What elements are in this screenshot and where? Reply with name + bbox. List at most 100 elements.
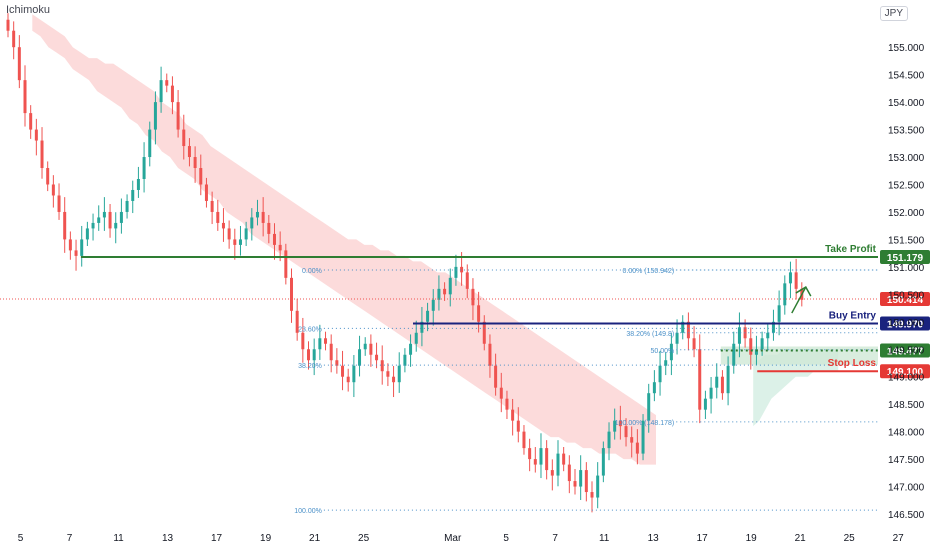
y-tick-label: 149.500 [888, 345, 925, 356]
x-tick-label: 7 [67, 533, 73, 544]
fib-label-left-2: 38.20% [298, 363, 322, 370]
candle-body [267, 222, 271, 234]
candle-body [346, 376, 350, 383]
x-tick-label: 27 [893, 533, 905, 544]
candle-body [23, 80, 27, 114]
candle-body [505, 398, 509, 410]
candle-body [170, 85, 174, 103]
candle-body [658, 365, 662, 383]
candle-body [142, 157, 146, 179]
candle-body [511, 409, 515, 421]
x-tick-label: 11 [113, 533, 124, 544]
candle-body [312, 349, 316, 361]
candle-body [108, 211, 112, 229]
candle-body [187, 146, 191, 158]
candle-body [715, 376, 719, 388]
candle-body [131, 189, 135, 201]
candle-body [494, 365, 498, 388]
candle-body [783, 283, 787, 306]
candle-body [720, 376, 724, 394]
candle-body [703, 398, 707, 410]
candle-body [221, 222, 225, 229]
x-tick-label: 11 [599, 533, 610, 544]
candle-body [414, 332, 418, 344]
up-arrow-shaft [791, 286, 807, 314]
candle-body [556, 453, 560, 476]
price-tag-label-2: 149.100 [887, 367, 924, 378]
candle-body [573, 481, 577, 487]
candle-body [579, 470, 583, 487]
level-label-stop-loss: Stop Loss [828, 358, 877, 369]
candle-body [244, 228, 248, 240]
candle-body [409, 343, 413, 355]
price-tag-3 [880, 343, 930, 358]
price-tag-label-1: 149.970 [887, 319, 924, 330]
candle-body [686, 321, 690, 339]
y-tick-label: 151.500 [888, 235, 925, 246]
candle-body [375, 354, 379, 361]
candle-body [443, 288, 447, 295]
candle-body [681, 321, 685, 333]
candle-body [233, 239, 237, 245]
x-tick-label: 19 [260, 533, 272, 544]
candle-body [199, 168, 203, 185]
indicator-label[interactable]: Ichimoku [6, 4, 51, 16]
candle-body [550, 470, 554, 476]
candle-body [652, 382, 656, 394]
candle-body [290, 277, 293, 311]
candle-body [635, 442, 639, 454]
candle-body [397, 365, 401, 383]
candle-body [596, 475, 600, 498]
candle-body [272, 233, 276, 245]
x-tick-label: 21 [309, 533, 321, 544]
candle-body [454, 266, 458, 278]
candle-body [250, 217, 254, 229]
candle-body [709, 387, 713, 399]
candle-body [204, 184, 208, 201]
candle-body [669, 343, 673, 361]
candle-body [607, 431, 611, 449]
candle-body [34, 129, 38, 141]
candle-body [125, 200, 129, 212]
price-tag-4 [880, 292, 930, 307]
candle-body [516, 420, 520, 432]
price-tag-2 [880, 364, 930, 379]
candle-body [363, 343, 367, 350]
candle-body [794, 272, 798, 289]
x-tick-label: 17 [211, 533, 223, 544]
price-tag-1 [880, 316, 930, 331]
candle-body [352, 365, 356, 383]
ichimoku-cloud-bullish [753, 349, 839, 427]
candle-body [91, 222, 95, 229]
candle-body [102, 211, 106, 218]
candle-body [777, 305, 781, 322]
y-tick-label: 148.500 [888, 400, 925, 411]
y-tick-label: 147.500 [888, 455, 925, 466]
level-label-take-profit: Take Profit [825, 244, 877, 255]
candle-body [97, 217, 101, 223]
currency-label[interactable]: JPY [879, 6, 908, 21]
candle-body [771, 321, 775, 333]
candle-body [136, 179, 140, 190]
candle-body [499, 387, 503, 399]
candle-body [448, 277, 452, 295]
candle-body [630, 437, 634, 443]
fib-label-left-3: 100.00% [294, 508, 322, 515]
candle-body [216, 211, 220, 223]
candle-body [301, 332, 305, 350]
y-tick-label: 153.000 [888, 153, 925, 164]
y-tick-label: 150.000 [888, 318, 925, 329]
price-tag-label-0: 151.179 [887, 253, 924, 264]
candle-body [12, 30, 16, 48]
candle-body [238, 239, 242, 245]
x-tick-label: 7 [552, 533, 558, 544]
entry-zone [720, 346, 878, 365]
candle-body [737, 327, 741, 344]
x-tick-label: 17 [697, 533, 709, 544]
candle-body [51, 184, 55, 196]
price-tag-label-4: 150.414 [887, 295, 924, 306]
candle-body [613, 420, 617, 432]
y-tick-label: 154.500 [888, 71, 925, 82]
